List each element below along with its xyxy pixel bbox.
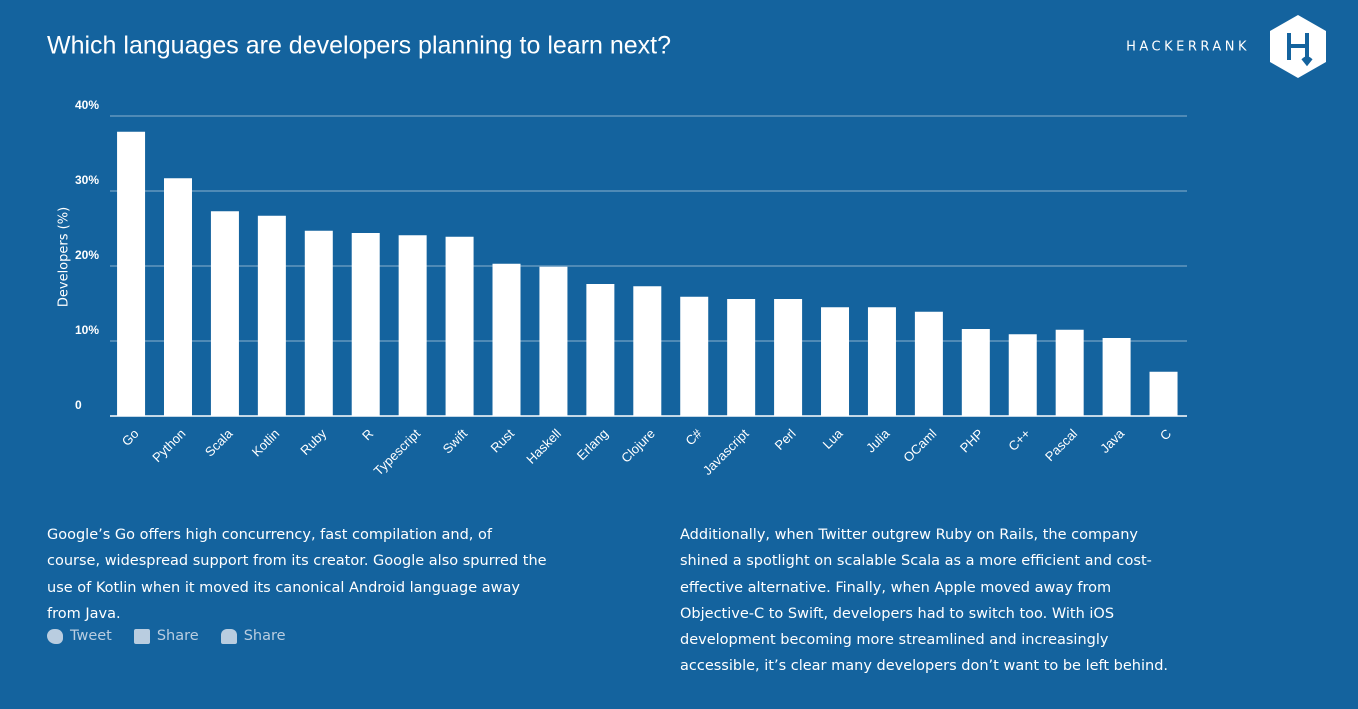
x-tick-label: Javascript	[700, 426, 752, 478]
bar	[492, 263, 521, 416]
x-tick-label: Go	[119, 426, 142, 449]
x-tick-label: Clojure	[618, 426, 658, 466]
like-button[interactable]: Share	[220, 628, 286, 644]
share-bar: Tweet Share Share	[47, 628, 286, 644]
bar	[727, 299, 756, 416]
logo-mark	[1287, 33, 1313, 67]
button-label: Tweet	[70, 628, 112, 644]
x-tick-label: Swift	[440, 426, 471, 457]
paragraph: Additionally, when Twitter outgrew Ruby …	[680, 527, 1169, 675]
x-tick-label: C	[1157, 426, 1174, 443]
x-tick-label: Typescript	[371, 426, 424, 479]
x-tick-label: Java	[1097, 425, 1128, 456]
bar	[867, 307, 896, 416]
bar	[1102, 338, 1131, 416]
chart-title: Which languages are developers planning …	[47, 32, 671, 60]
paragraph: Google’s Go offers high concurrency, fas…	[47, 527, 547, 622]
bar	[351, 233, 380, 416]
y-tick-label: 40%	[75, 98, 99, 112]
y-tick-label: 30%	[75, 173, 99, 187]
y-tick-label: 0	[75, 398, 82, 412]
bar	[821, 307, 850, 416]
x-tick-label: Rust	[488, 426, 518, 456]
bar	[210, 211, 239, 416]
bar	[961, 329, 990, 416]
x-tick-label: C++	[1005, 426, 1033, 454]
bar	[1149, 371, 1178, 416]
x-tick-label: R	[359, 426, 376, 443]
bar	[1008, 334, 1037, 416]
x-tick-label: Pascal	[1042, 426, 1080, 464]
bar	[1055, 329, 1084, 416]
x-tick-label: Scala	[202, 425, 236, 459]
x-tick-label: Haskell	[523, 426, 564, 467]
x-tick-label: Erlang	[574, 426, 611, 463]
bar	[539, 266, 568, 416]
bar	[445, 236, 474, 416]
x-tick-label: PHP	[957, 426, 987, 456]
brand: HACKERRANK	[1126, 40, 1250, 55]
x-tick-label: Perl	[772, 426, 799, 453]
bar	[633, 286, 662, 416]
x-tick-label: Python	[149, 426, 188, 465]
bar	[257, 215, 286, 416]
x-tick-label: C#	[682, 425, 705, 448]
y-tick-label: 10%	[75, 323, 99, 337]
x-tick-label: Ruby	[297, 426, 329, 458]
y-axis-label: Developers (%)	[57, 207, 72, 307]
bar	[117, 131, 146, 416]
x-tick-label: Lua	[820, 425, 846, 451]
y-tick-label: 20%	[75, 248, 99, 262]
button-label: Share	[156, 628, 199, 644]
bar	[774, 299, 803, 416]
linkedin-button[interactable]: Share	[133, 628, 199, 644]
bar	[304, 230, 333, 416]
bar	[398, 235, 427, 416]
bar	[163, 178, 192, 416]
button-label: Share	[243, 628, 286, 644]
bar	[914, 311, 943, 416]
chart: Which languages are developers planning …	[47, 15, 1326, 479]
tweet-button[interactable]: Tweet	[47, 628, 112, 644]
x-tick-label: Kotlin	[249, 426, 283, 460]
bar	[680, 296, 709, 416]
x-tick-label: OCaml	[900, 426, 939, 465]
bar	[586, 284, 615, 416]
x-tick-label: Julia	[863, 425, 893, 455]
